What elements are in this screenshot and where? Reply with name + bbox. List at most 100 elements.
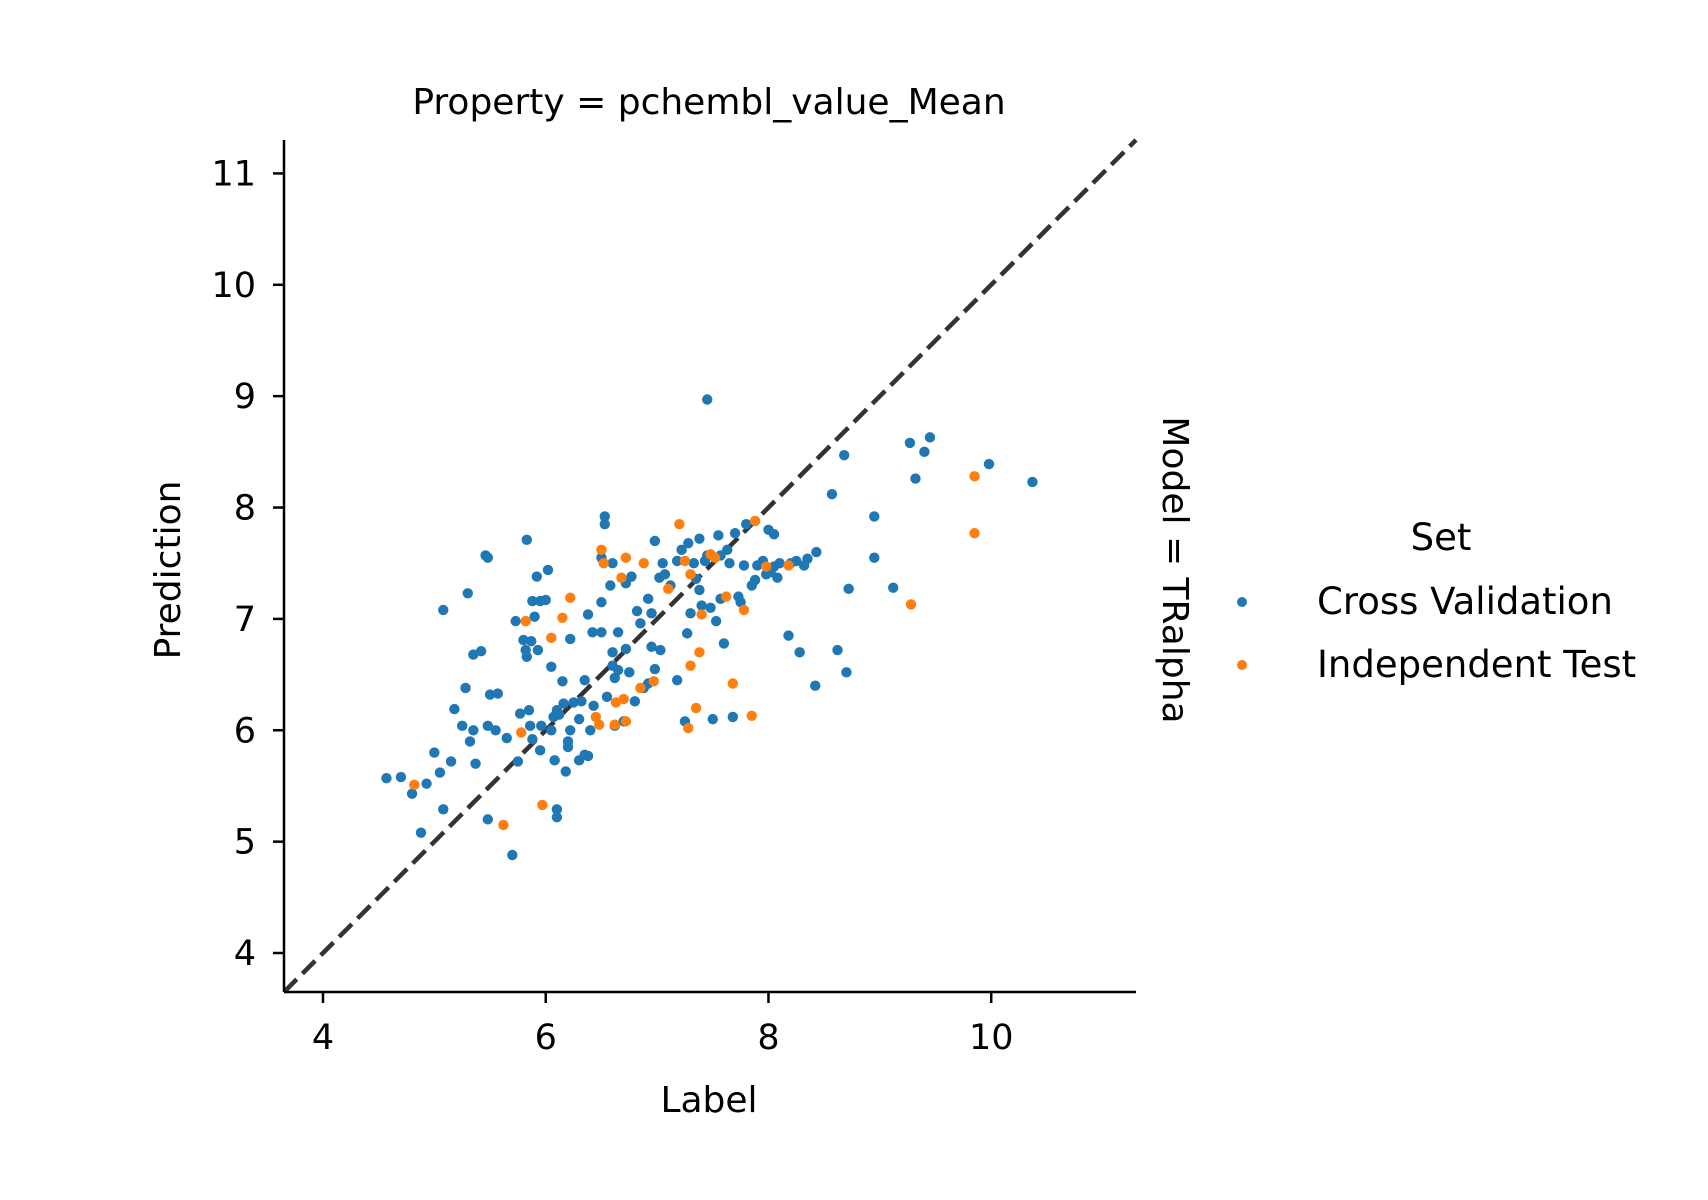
data-point <box>512 756 524 767</box>
data-point <box>679 555 691 567</box>
data-point <box>588 700 599 711</box>
data-point <box>749 574 761 586</box>
legend-title: Set <box>1411 516 1472 559</box>
data-point <box>599 519 610 530</box>
data-point <box>612 664 624 676</box>
data-point <box>415 827 427 838</box>
data-point <box>612 627 624 638</box>
data-point <box>565 592 576 603</box>
y-tick-label: 5 <box>234 823 256 863</box>
legend: Set Cross Validation Independent Test <box>1237 516 1636 686</box>
data-point <box>727 711 739 723</box>
data-point <box>475 646 487 657</box>
data-point <box>638 558 649 569</box>
data-point <box>802 553 813 564</box>
y-tick-label: 9 <box>234 377 256 417</box>
data-point <box>683 722 694 734</box>
data-point <box>683 537 694 549</box>
data-point <box>772 572 783 583</box>
y-tick-label: 10 <box>211 266 256 306</box>
data-point <box>527 595 538 607</box>
data-point <box>516 727 527 738</box>
data-point <box>438 804 449 815</box>
data-point <box>560 766 571 777</box>
data-point <box>685 660 696 671</box>
data-point <box>590 711 602 723</box>
data-point <box>783 560 794 571</box>
data-point <box>449 703 460 715</box>
data-point <box>1027 476 1038 488</box>
data-point <box>429 747 440 758</box>
data-point <box>381 772 392 784</box>
data-point <box>635 682 646 694</box>
data-point <box>688 558 700 569</box>
data-point <box>607 647 618 658</box>
data-point <box>919 446 930 458</box>
data-point <box>722 544 733 556</box>
data-point <box>649 663 661 675</box>
data-point <box>724 558 735 569</box>
data-point <box>605 580 616 591</box>
data-point <box>514 708 526 719</box>
data-point <box>707 713 718 725</box>
legend-label-independent-test: Independent Test <box>1317 643 1636 686</box>
data-point <box>546 632 557 644</box>
scatter-points <box>381 394 1038 861</box>
data-point <box>482 720 494 732</box>
data-point <box>531 571 543 582</box>
data-point <box>573 713 585 725</box>
data-point <box>720 591 732 602</box>
data-point <box>663 583 674 595</box>
data-point <box>395 771 407 783</box>
x-tick-label: 10 <box>969 1018 1014 1058</box>
data-point <box>532 644 544 656</box>
data-point <box>579 674 590 686</box>
identity-line <box>282 138 1138 994</box>
data-point <box>794 647 805 658</box>
x-axis-label: Label <box>660 1080 757 1121</box>
data-point <box>671 674 683 686</box>
data-point <box>523 705 535 716</box>
data-point <box>969 471 980 482</box>
data-point <box>826 488 838 500</box>
data-point <box>746 710 757 721</box>
data-point <box>690 702 702 714</box>
data-point <box>832 644 843 656</box>
data-point <box>557 612 568 623</box>
chart-title: Property = pchembl_value_Mean <box>412 82 1005 123</box>
data-point <box>740 519 752 530</box>
data-point <box>626 571 637 582</box>
tick-marks <box>273 172 993 1003</box>
data-point <box>729 527 741 539</box>
data-point <box>983 458 995 470</box>
data-point <box>811 546 822 558</box>
data-point <box>551 804 563 815</box>
data-point <box>631 605 643 617</box>
data-point <box>582 750 594 762</box>
y-axis-label: Prediction <box>148 481 189 660</box>
data-point <box>585 725 596 736</box>
data-point <box>810 680 821 691</box>
data-point <box>904 437 916 449</box>
data-point <box>791 555 802 567</box>
x-tick-label: 4 <box>312 1018 334 1058</box>
data-point <box>696 609 707 620</box>
data-point <box>464 736 476 747</box>
data-point <box>761 561 772 572</box>
data-point <box>659 569 671 580</box>
data-point <box>609 672 620 684</box>
y-tick-label: 6 <box>234 711 256 751</box>
data-point <box>841 667 852 678</box>
data-point <box>536 720 547 732</box>
legend-marker-cross-validation <box>1237 597 1247 607</box>
data-point <box>620 716 632 727</box>
data-point <box>557 676 568 687</box>
data-point <box>655 644 666 656</box>
data-point <box>649 535 661 547</box>
data-point <box>718 638 730 649</box>
y-tick-label: 7 <box>234 600 256 640</box>
data-point <box>671 555 683 567</box>
data-point <box>565 725 576 736</box>
data-point <box>549 755 560 766</box>
legend-label-cross-validation: Cross Validation <box>1317 580 1613 623</box>
